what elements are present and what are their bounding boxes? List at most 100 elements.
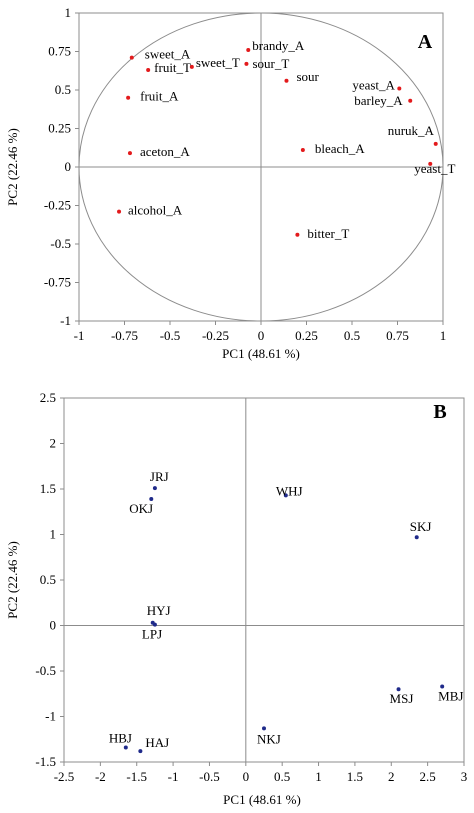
panel-b-x-tick-label: 1.5 — [347, 769, 363, 784]
point-label-yeast-a: yeast_A — [352, 77, 395, 92]
panel-a-y-tick-label: -0.5 — [50, 236, 71, 251]
point-bleach-a — [300, 148, 305, 153]
point-aceton-a — [127, 151, 132, 156]
panel-a-y-tick-label: -1 — [60, 313, 71, 328]
point-label-alcohol-a: alcohol_A — [128, 203, 183, 218]
panel-a-y-tick-label: 0.25 — [48, 121, 71, 136]
panel-b-y-tick-label: 0.5 — [40, 572, 56, 587]
point-label-okj: OKJ — [129, 501, 153, 516]
panel-a-axes — [79, 13, 443, 321]
panel-b-x-tick-label: -1 — [168, 769, 179, 784]
point-jrj — [152, 486, 157, 491]
point-label-lpj: LPJ — [142, 627, 162, 642]
point-label-sour-t: sour_T — [252, 56, 289, 71]
point-label-sweet-a: sweet_A — [145, 47, 191, 62]
panel-b-point-labels: JRJ OKJ WHJ SKJ HYJ LPJ MSJ MBJ HBJ HAJ NKJ — [109, 469, 464, 750]
point-label-barley-a: barley_A — [354, 93, 403, 108]
point-barley-a — [408, 98, 413, 103]
panel-b-y-ticks: 2.5 2 1.5 1 0.5 0 -0.5 -1 -1.5 — [35, 390, 64, 769]
point-sweet-t — [189, 64, 194, 69]
panel-a-y-tick-label: 1 — [65, 5, 72, 20]
panel-a-x-axis-title: PC1 (48.61 %) — [222, 346, 300, 361]
panel-a-points — [117, 47, 438, 237]
point-whj — [283, 493, 288, 498]
panel-b: -2.5 -2 -1.5 -1 -0.5 0 0.5 1 1.5 2 2.5 3 2.5 2 1.5 1 0.… — [5, 390, 467, 807]
panel-b-x-tick-label: -0.5 — [199, 769, 220, 784]
point-label-fruit-t: fruit_T — [154, 60, 191, 75]
panel-a-x-ticks: -1 -0.75 -0.5 -0.25 0 0.25 0.5 0.75 1 — [74, 321, 447, 343]
panel-b-x-tick-label: 0 — [243, 769, 250, 784]
panel-b-x-tick-label: -2.5 — [54, 769, 75, 784]
panel-a-y-tick-label: 0.75 — [48, 44, 71, 59]
panel-a-x-tick-label: 1 — [440, 328, 447, 343]
point-label-aceton-a: aceton_A — [140, 144, 190, 159]
point-fruit-t — [146, 67, 151, 72]
point-mbj — [440, 684, 445, 689]
point-label-whj: WHJ — [276, 483, 303, 498]
point-sour — [284, 78, 289, 83]
panel-a-y-tick-label: 0.5 — [55, 82, 71, 97]
point-label-bleach-a: bleach_A — [315, 141, 365, 156]
point-hbj — [123, 745, 128, 750]
panel-b-letter: B — [433, 401, 446, 423]
point-label-hbj: HBJ — [109, 730, 132, 745]
panel-a-x-tick-label: -0.75 — [111, 328, 138, 343]
point-sweet-a — [129, 55, 134, 60]
panel-b-frame — [63, 397, 465, 763]
point-nuruk-a — [433, 141, 438, 146]
panel-b-y-tick-label: 2 — [50, 436, 57, 451]
panel-b-x-tick-label: 2 — [388, 769, 395, 784]
point-bitter-t — [295, 232, 300, 237]
panel-b-y-tick-label: 2.5 — [40, 390, 56, 405]
point-label-yeast-t: yeast_T — [414, 161, 455, 176]
point-label-msj: MSJ — [390, 691, 414, 706]
point-label-bitter-t: bitter_T — [307, 226, 349, 241]
panel-b-y-tick-label: 1.5 — [40, 481, 56, 496]
point-label-hyj: HYJ — [147, 603, 171, 618]
panel-a-correlation-circle — [78, 12, 444, 322]
point-label-sour: sour — [296, 69, 319, 84]
panel-a-x-tick-label: -0.5 — [160, 328, 181, 343]
panel-b-x-tick-label: 1 — [315, 769, 322, 784]
point-label-mbj: MBJ — [438, 688, 463, 703]
point-brandy-a — [246, 47, 251, 52]
panel-b-x-tick-label: 3 — [461, 769, 468, 784]
point-label-nuruk-a: nuruk_A — [388, 123, 435, 138]
panel-a-y-axis-title: PC2 (22.46 %) — [5, 128, 20, 206]
panel-b-y-tick-label: 0 — [50, 618, 57, 633]
panel-b-x-tick-label: 0.5 — [274, 769, 290, 784]
panel-a-x-tick-label: 0.75 — [386, 328, 409, 343]
panel-b-x-axis-title: PC1 (48.61 %) — [223, 792, 301, 807]
point-label-sweet-t: sweet_T — [196, 55, 240, 70]
point-label-haj: HAJ — [145, 735, 169, 750]
panel-b-points — [123, 486, 445, 754]
panel-a-y-tick-label: -0.25 — [44, 198, 71, 213]
point-okj — [149, 497, 154, 502]
panel-a-x-tick-label: -1 — [74, 328, 85, 343]
point-label-skj: SKJ — [410, 519, 432, 534]
panel-a-letter: A — [418, 31, 433, 53]
panel-a-y-tick-label: -0.75 — [44, 275, 71, 290]
panel-b-y-tick-label: -1.5 — [35, 754, 56, 769]
panel-a-x-tick-label: 0.5 — [344, 328, 360, 343]
panel-a-y-tick-label: 0 — [65, 159, 72, 174]
panel-a: -1 -0.75 -0.5 -0.25 0 0.25 0.5 0.75 1 1 0.75 0.5 0.… — [5, 5, 455, 361]
panel-b-x-tick-label: 2.5 — [420, 769, 436, 784]
panel-b-y-tick-label: -1 — [45, 709, 56, 724]
panel-b-y-axis-title: PC2 (22.46 %) — [5, 541, 20, 619]
panel-a-x-tick-label: 0.25 — [295, 328, 318, 343]
point-msj — [396, 687, 401, 692]
point-label-brandy-a: brandy_A — [252, 38, 305, 53]
panel-a-x-tick-label: -0.25 — [202, 328, 229, 343]
point-fruit-a — [126, 95, 131, 100]
panel-b-x-ticks: -2.5 -2 -1.5 -1 -0.5 0 0.5 1 1.5 2 2.5 3 — [54, 762, 468, 784]
panel-b-y-tick-label: 1 — [50, 527, 57, 542]
panel-a-unit-circle — [78, 12, 444, 322]
panel-b-y-tick-label: -0.5 — [35, 663, 56, 678]
panel-a-x-tick-label: 0 — [258, 328, 265, 343]
panel-b-axes — [64, 398, 464, 762]
panel-b-x-tick-label: -1.5 — [126, 769, 147, 784]
point-haj — [138, 749, 143, 754]
